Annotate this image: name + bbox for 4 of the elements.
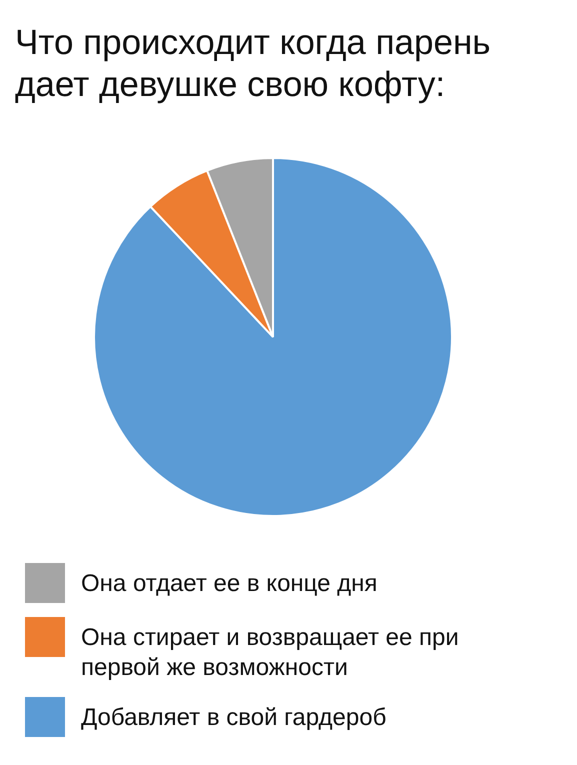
legend-label: Она стирает и возвращает ее при первой же возможности	[81, 623, 460, 683]
legend-label: Она отдает ее в конце дня	[81, 569, 378, 599]
legend-label: Добавляет в свой гардероб	[81, 703, 386, 733]
chart-title: Что происходит когда парень дает девушке свою кофту:	[15, 22, 492, 106]
